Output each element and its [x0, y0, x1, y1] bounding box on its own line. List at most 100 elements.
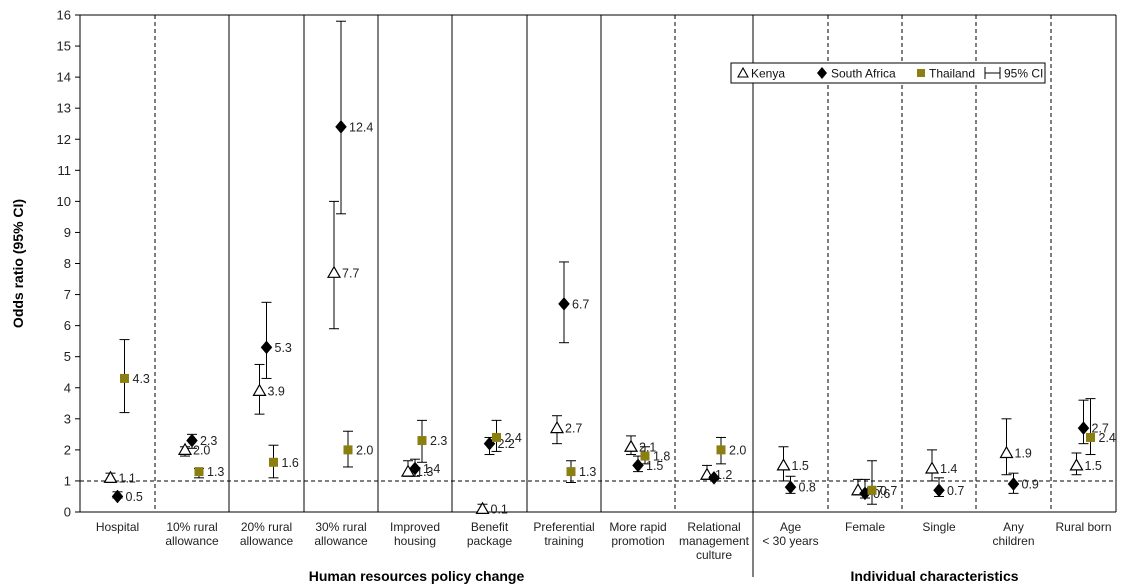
data-label: 2.4: [1099, 431, 1116, 445]
kenya-marker: [475, 501, 490, 514]
kenya-marker: [252, 383, 267, 396]
south-africa-marker: [409, 461, 421, 476]
y-tick-label: 13: [57, 101, 71, 116]
thailand-marker: [566, 467, 576, 477]
south-africa-marker: [632, 458, 644, 473]
y-tick-label: 14: [57, 70, 71, 85]
thailand-marker: [640, 451, 650, 461]
kenya-marker: [549, 420, 565, 434]
x-tick-label: 10% rural: [166, 520, 217, 534]
data-label: 1.5: [792, 459, 809, 473]
kenya-marker: [400, 464, 416, 477]
thailand-marker: [120, 373, 129, 383]
south-africa-marker: [558, 296, 570, 311]
legend-label: Thailand: [929, 67, 975, 81]
x-tick-label: training: [544, 534, 583, 548]
x-tick-label: Relational: [687, 520, 740, 534]
series-thailand: 4.31.31.62.02.3 2.41.31.8 2.00.72.4: [119, 339, 1116, 505]
data-label: 1.5: [1085, 459, 1102, 473]
data-label: 12.4: [349, 120, 373, 134]
thailand-marker: [194, 467, 204, 477]
data-label: 2.7: [565, 422, 582, 436]
data-label: 2.3: [430, 434, 447, 448]
data-label: 0.9: [1022, 478, 1039, 492]
legend-label: Kenya: [751, 67, 785, 81]
x-tick-label: Preferential: [533, 520, 594, 534]
kenya-marker: [623, 439, 639, 452]
x-tick-label: Age: [780, 520, 802, 534]
data-label: 1.3: [579, 465, 596, 479]
thailand-marker: [417, 436, 427, 446]
x-tick-label: culture: [696, 548, 732, 562]
data-label: 0.8: [799, 481, 816, 495]
y-tick-label: 2: [64, 442, 71, 457]
y-tick-label: 6: [64, 318, 71, 333]
data-label: 1.1: [119, 471, 136, 485]
x-tick-label: Improved: [390, 520, 440, 534]
data-label: 2.7: [1092, 422, 1109, 436]
south-africa-marker: [335, 119, 347, 134]
data-label: 6.7: [572, 297, 589, 311]
kenya-marker: [776, 458, 791, 471]
data-label: 4.3: [133, 372, 150, 386]
data-label: 3.9: [268, 384, 285, 398]
x-tick-label: More rapid: [609, 520, 666, 534]
kenya-marker: [1069, 458, 1084, 471]
y-tick-label: 8: [64, 256, 71, 271]
data-label: 7.7: [342, 266, 359, 280]
x-tick-label: promotion: [611, 534, 664, 548]
south-africa-marker: [1007, 477, 1020, 491]
x-tick-label: housing: [394, 534, 436, 548]
thailand-marker: [1086, 432, 1095, 442]
legend-south-africa-icon: [817, 67, 827, 79]
thailand-marker: [343, 445, 353, 455]
y-tick-label: 1: [64, 473, 71, 488]
x-tick-label: allowance: [240, 534, 294, 548]
data-label: 1.6: [282, 456, 299, 470]
legend-thailand-icon: [917, 69, 925, 77]
x-tick-label: 30% rural: [315, 520, 366, 534]
group-title: Individual characteristics: [850, 568, 1018, 584]
data-label: 0.7: [880, 484, 897, 498]
data-label: 2.0: [729, 443, 746, 457]
south-africa-marker: [784, 480, 797, 495]
data-label: 1.9: [1015, 446, 1032, 460]
data-label: 1.2: [715, 468, 732, 482]
x-tick-label: Hospital: [96, 520, 139, 534]
x-tick-label: < 30 years: [762, 534, 818, 548]
data-label: 2.4: [505, 431, 522, 445]
legend-label: South Africa: [831, 67, 896, 81]
x-tick-label: package: [467, 534, 513, 548]
legend-label: 95% CI: [1004, 67, 1043, 81]
y-axis-title: Odds ratio (95% CI): [10, 199, 26, 328]
kenya-marker: [924, 461, 940, 474]
x-tick-label: Single: [922, 520, 956, 534]
x-tick-label: 20% rural: [241, 520, 292, 534]
data-label: 0.7: [947, 484, 964, 498]
x-tick-label: Rural born: [1055, 520, 1111, 534]
south-africa-marker: [111, 489, 124, 504]
south-africa-marker: [260, 340, 273, 355]
y-tick-label: 15: [57, 39, 71, 54]
y-tick-label: 11: [58, 163, 72, 178]
south-africa-marker: [1077, 421, 1090, 436]
thailand-marker: [492, 432, 501, 442]
y-tick-label: 7: [64, 287, 71, 302]
data-label: 1.5: [646, 459, 663, 473]
x-tick-label: allowance: [314, 534, 368, 548]
data-label: 5.3: [275, 341, 292, 355]
y-tick-label: 12: [57, 132, 71, 147]
y-tick-label: 9: [64, 225, 71, 240]
group-title: Human resources policy change: [309, 568, 525, 584]
y-tick-label: 4: [64, 380, 71, 395]
kenya-marker: [326, 265, 342, 278]
thailand-marker: [867, 485, 877, 495]
data-label: 1.4: [940, 462, 957, 476]
data-label: 2.2: [498, 437, 515, 451]
legend-kenya-icon: [737, 66, 749, 78]
x-tick-label: Benefit: [471, 520, 509, 534]
data-label: 2.3: [200, 434, 217, 448]
y-tick-label: 10: [57, 194, 71, 209]
